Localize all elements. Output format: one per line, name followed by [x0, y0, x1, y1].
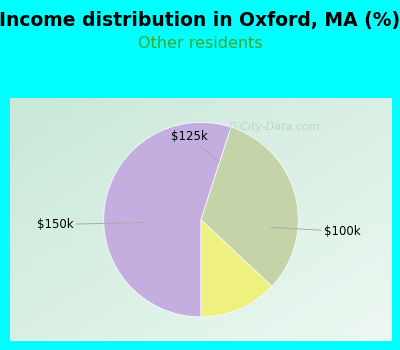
Text: ⓘ City-Data.com: ⓘ City-Data.com — [230, 122, 320, 132]
Wedge shape — [201, 220, 272, 317]
Text: Other residents: Other residents — [138, 36, 262, 51]
Text: Income distribution in Oxford, MA (%): Income distribution in Oxford, MA (%) — [0, 11, 400, 30]
Text: $150k: $150k — [37, 218, 143, 231]
Wedge shape — [104, 122, 231, 317]
Wedge shape — [201, 127, 298, 286]
Text: $125k: $125k — [171, 131, 218, 161]
Text: $100k: $100k — [271, 225, 360, 238]
